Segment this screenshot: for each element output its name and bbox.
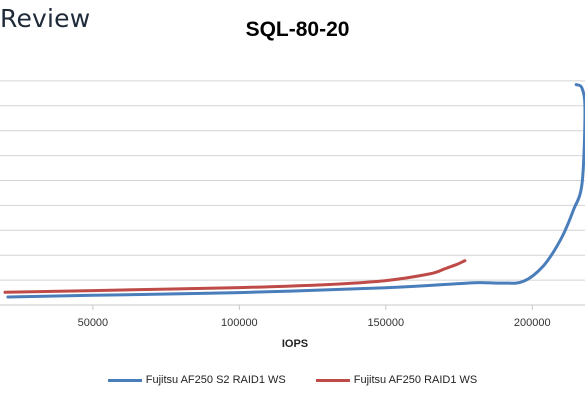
legend-swatch-series-1 bbox=[107, 378, 142, 382]
legend: Fujitsu AF250 S2 RAID1 WS Fujitsu AF250 … bbox=[0, 374, 585, 386]
legend-swatch-series-2 bbox=[315, 378, 350, 382]
x-tick-label-50000: 50000 bbox=[78, 317, 109, 329]
legend-label-series-1: Fujitsu AF250 S2 RAID1 WS bbox=[145, 374, 286, 386]
tick-layer: 50000 100000 150000 200000 bbox=[78, 305, 551, 329]
chart-title: SQL-80-20 bbox=[245, 18, 350, 41]
legend-label-series-2: Fujitsu AF250 RAID1 WS bbox=[353, 374, 478, 386]
series-line-1 bbox=[6, 83, 585, 299]
series-layer bbox=[3, 83, 585, 299]
x-axis-title: IOPS bbox=[282, 338, 308, 350]
legend-item-series-2: Fujitsu AF250 RAID1 WS bbox=[315, 374, 478, 386]
legend-item-series-1: Fujitsu AF250 S2 RAID1 WS bbox=[107, 374, 286, 386]
brand-logo: Review bbox=[0, 4, 91, 33]
grid-layer bbox=[0, 80, 585, 306]
x-tick-label-100000: 100000 bbox=[221, 317, 258, 329]
series-line-2 bbox=[3, 259, 467, 294]
x-tick-label-150000: 150000 bbox=[367, 317, 404, 329]
x-tick-label-200000: 200000 bbox=[514, 317, 551, 329]
